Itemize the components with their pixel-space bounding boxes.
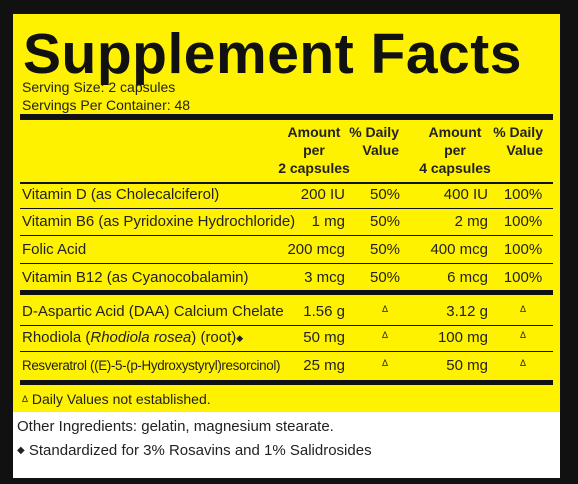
ingredient-name: Folic Acid xyxy=(22,240,86,260)
header-line: Amount xyxy=(428,124,482,140)
amount: 50 mg xyxy=(303,329,345,346)
name-text: Folic Acid xyxy=(22,241,87,258)
name-mark: ◆ xyxy=(236,333,244,343)
daily-value: Δ xyxy=(519,304,526,314)
footnote: Δ Daily Values not established. xyxy=(22,389,211,409)
header-line: 4 capsules xyxy=(419,160,491,176)
name-text: ) (root) xyxy=(191,329,237,346)
header-line: per xyxy=(444,142,466,158)
daily-value: Δ xyxy=(381,358,388,368)
header-line: 2 capsules xyxy=(278,160,350,176)
header-line: Value xyxy=(362,142,399,158)
rule xyxy=(20,182,553,184)
name-text: Resveratrol ((E)-5-(p-Hydroxystyryl)reso… xyxy=(22,358,281,373)
row-rule xyxy=(20,325,553,326)
facts-panel: Supplement Facts Serving Size: 2 capsule… xyxy=(13,14,560,412)
ingredients-area: Other Ingredients: gelatin, magnesium st… xyxy=(13,412,560,478)
thick-rule xyxy=(20,380,553,385)
row-rule xyxy=(20,208,553,209)
name-text: Vitamin B12 (as Cyanocobalamin) xyxy=(22,269,249,286)
daily-value: Δ xyxy=(519,330,526,340)
amount: 100 mg xyxy=(437,329,488,346)
other-ingredients: Other Ingredients: gelatin, magnesium st… xyxy=(17,418,334,435)
header-line: per xyxy=(303,142,325,158)
amount: 50 mg xyxy=(446,357,488,374)
daily-value: 50% xyxy=(369,213,401,230)
column-header: Amount per 2 capsules xyxy=(260,123,368,177)
amount: 2 mg xyxy=(454,213,488,230)
column-header: % Daily Value xyxy=(339,123,399,159)
note-symbol: ◆ xyxy=(17,445,25,456)
header-line: Amount xyxy=(287,124,341,140)
header-line: Value xyxy=(506,142,543,158)
standardized-note: ◆ Standardized for 3% Rosavins and 1% Sa… xyxy=(17,441,372,461)
ingredient-name: Rhodiola (Rhodiola rosea) (root)◆ xyxy=(22,328,243,348)
ingredient-name: Vitamin B12 (as Cyanocobalamin) xyxy=(22,268,249,288)
thick-rule xyxy=(20,114,553,120)
name-text: Vitamin D (as Cholecalciferol) xyxy=(22,186,220,203)
amount: 200 IU xyxy=(300,186,345,203)
ingredient-name: Vitamin D (as Cholecalciferol) xyxy=(22,185,219,205)
column-header: Amount per 4 capsules xyxy=(400,123,510,177)
footnote-symbol: Δ xyxy=(22,394,29,404)
name-text: Vitamin B6 (as Pyridoxine Hydrochloride) xyxy=(22,213,296,230)
name-text: Rhodiola ( xyxy=(22,329,91,346)
amount: 1.56 g xyxy=(303,303,345,320)
row-rule xyxy=(20,351,553,352)
daily-value: 50% xyxy=(369,269,401,286)
amount: 3 mcg xyxy=(304,269,345,286)
daily-value: Δ xyxy=(519,358,526,368)
amount: 200 mcg xyxy=(287,241,345,258)
amount: 400 IU xyxy=(443,186,488,203)
title: Supplement Facts xyxy=(23,22,522,86)
ingredient-name: D-Aspartic Acid (DAA) Calcium Chelate xyxy=(22,302,284,322)
daily-value: Δ xyxy=(381,304,388,314)
row-rule xyxy=(20,235,553,236)
header-line: % Daily xyxy=(493,124,543,140)
amount: 400 mcg xyxy=(430,241,488,258)
name-text: D-Aspartic Acid (DAA) Calcium Chelate xyxy=(22,303,284,320)
serving-size: Serving Size: 2 capsules xyxy=(22,79,176,95)
header-line: % Daily xyxy=(349,124,399,140)
daily-value: Δ xyxy=(381,330,388,340)
ingredient-name: Vitamin B6 (as Pyridoxine Hydrochloride) xyxy=(22,212,295,232)
row-rule xyxy=(20,263,553,264)
daily-value: 100% xyxy=(503,269,543,286)
thick-rule xyxy=(20,290,553,295)
servings-per-container: Servings Per Container: 48 xyxy=(22,97,191,113)
daily-value: 50% xyxy=(369,186,401,203)
amount: 3.12 g xyxy=(446,303,488,320)
name-italic: Rhodiola rosea xyxy=(90,329,192,346)
daily-value: 50% xyxy=(369,241,401,258)
daily-value: 100% xyxy=(503,186,543,203)
daily-value: 100% xyxy=(503,213,543,230)
footnote-text: Daily Values not established. xyxy=(31,391,211,407)
column-header: % Daily Value xyxy=(483,123,543,159)
amount: 1 mg xyxy=(311,213,345,230)
ingredient-name: Resveratrol ((E)-5-(p-Hydroxystyryl)reso… xyxy=(22,356,280,376)
note-text: Standardized for 3% Rosavins and 1% Sali… xyxy=(28,442,372,459)
daily-value: 100% xyxy=(503,241,543,258)
amount: 25 mg xyxy=(303,357,345,374)
amount: 6 mcg xyxy=(447,269,488,286)
